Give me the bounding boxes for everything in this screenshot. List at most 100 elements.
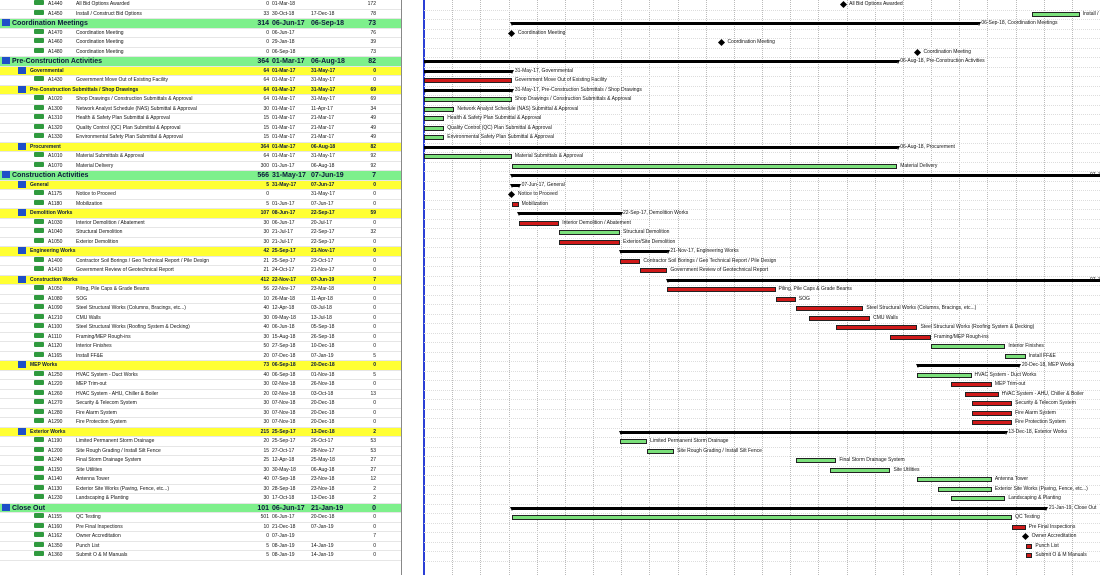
- activity-row[interactable]: A1010 Material Submittals & Approval 64 01-…: [0, 152, 401, 162]
- activity-row[interactable]: A1200 Site Rough Grading / Install Silt F…: [0, 446, 401, 456]
- activity-bar[interactable]: [1005, 353, 1026, 359]
- activity-row[interactable]: A1450 Install / Construct Bid Options 33 30…: [0, 9, 401, 19]
- activity-row[interactable]: A1480 Coordination Meeting 0 06-Sep-18 73: [0, 47, 401, 57]
- summary-bar[interactable]: [511, 506, 1046, 510]
- activity-row[interactable]: A1400 Contractor Soil Borings / Geo Techn…: [0, 256, 401, 266]
- activity-row[interactable]: A1240 Final Storm Drainage System 25 12-Apr…: [0, 456, 401, 466]
- activity-bar[interactable]: [620, 439, 648, 444]
- activity-bar[interactable]: [917, 477, 992, 482]
- activity-row[interactable]: A1320 Quality Control (QC) Plan Submittal…: [0, 123, 401, 133]
- activity-row[interactable]: A1440 All Bid Options Awarded 0 01-Mar-18 17…: [0, 0, 401, 10]
- activity-bar[interactable]: [424, 106, 455, 112]
- activity-row[interactable]: A1070 Material Delivery 300 01-Jun-17 06-Aug…: [0, 161, 401, 171]
- critical-activity-bar[interactable]: [518, 220, 560, 226]
- activity-row[interactable]: A1050 Exterior Demolition 30 21-Jul-17 22-Se…: [0, 237, 401, 247]
- activity-row[interactable]: A1210 CMU Walls 30 09-May-18 13-Jul-18 0: [0, 313, 401, 323]
- wbs-row[interactable]: Close Out 101 06-Jun-17 21-Jan-19 0: [0, 503, 401, 513]
- activity-row[interactable]: A1160 Pre Final Inspections 10 21-Dec-18 07-…: [0, 522, 401, 532]
- activity-bar[interactable]: [931, 344, 1006, 349]
- activity-row[interactable]: A1330 Environmental Safety Plan Submittal…: [0, 133, 401, 143]
- critical-activity-bar[interactable]: [951, 382, 992, 387]
- critical-activity-bar[interactable]: [1012, 524, 1026, 530]
- activity-bar[interactable]: [647, 448, 675, 454]
- activity-row[interactable]: A1410 Government Review of Geotechnical R…: [0, 266, 401, 276]
- critical-activity-bar[interactable]: [971, 401, 1013, 406]
- critical-activity-bar[interactable]: [1025, 543, 1033, 549]
- summary-bar[interactable]: [424, 69, 512, 73]
- critical-activity-bar[interactable]: [620, 258, 641, 264]
- wbs-row[interactable]: Pre-Construction Activities 364 01-Mar-17 0…: [0, 57, 401, 67]
- critical-activity-bar[interactable]: [964, 391, 999, 397]
- milestone-diamond[interactable]: [1022, 533, 1030, 541]
- activity-bar[interactable]: [951, 496, 1006, 501]
- activity-row[interactable]: A1180 Mobilization 5 01-Jun-17 07-Jun-17 0: [0, 199, 401, 209]
- critical-activity-bar[interactable]: [667, 287, 776, 292]
- activity-row[interactable]: A1110 Framing/MEP Rough-ins 30 15-Aug-18 26-…: [0, 332, 401, 342]
- activity-row[interactable]: A1155 QC Testing 501 06-Jun-17 20-Dec-18 0: [0, 513, 401, 523]
- activity-row[interactable]: A1290 Fire Protection System 30 07-Nov-18 20…: [0, 418, 401, 428]
- activity-row[interactable]: A1300 Network Analyst Schedule (NAS) Subm…: [0, 104, 401, 114]
- summary-bar[interactable]: [511, 183, 519, 187]
- wbs-row[interactable]: Construction Works 412 22-Nov-17 07-Jun-19 7: [0, 275, 401, 285]
- activity-row[interactable]: A1030 Interior Demolition / Abatement 30 06…: [0, 218, 401, 228]
- activity-row[interactable]: A1350 Punch List 5 08-Jan-19 14-Jan-19 0: [0, 541, 401, 551]
- summary-bar[interactable]: [511, 174, 1100, 177]
- wbs-row[interactable]: MEP Works 73 06-Sep-18 20-Dec-18 0: [0, 361, 401, 371]
- activity-row[interactable]: A1470 Coordination Meeting 0 06-Jun-17 76: [0, 28, 401, 38]
- gantt-chart[interactable]: All Bid Options Awarded Install / Constru…: [424, 0, 1100, 575]
- critical-activity-bar[interactable]: [424, 78, 512, 83]
- activity-row[interactable]: A1460 Coordination Meeting 0 29-Jan-18 39: [0, 38, 401, 48]
- critical-activity-bar[interactable]: [971, 420, 1013, 425]
- activity-row[interactable]: A1080 SOG 10 26-Mar-18 11-Apr-18 0: [0, 294, 401, 304]
- critical-activity-bar[interactable]: [511, 201, 519, 207]
- activity-bar[interactable]: [511, 163, 898, 169]
- activity-bar[interactable]: [424, 125, 445, 131]
- activity-row[interactable]: A1230 Landscaping & Planting 30 17-Oct-18 13…: [0, 494, 401, 504]
- critical-activity-bar[interactable]: [559, 239, 621, 245]
- activity-bar[interactable]: [917, 372, 972, 378]
- critical-activity-bar[interactable]: [775, 296, 796, 302]
- summary-bar[interactable]: [620, 250, 668, 253]
- critical-activity-bar[interactable]: [795, 306, 864, 311]
- critical-activity-bar[interactable]: [971, 410, 1013, 416]
- activity-bar[interactable]: [424, 154, 512, 159]
- wbs-row[interactable]: Demolition Works 107 08-Jun-17 22-Sep-17 59: [0, 209, 401, 219]
- critical-activity-bar[interactable]: [890, 334, 931, 340]
- activity-bar[interactable]: [511, 515, 1013, 520]
- activity-row[interactable]: A1020 Shop Drawings / Construction Submit…: [0, 95, 401, 105]
- summary-bar[interactable]: [424, 88, 512, 92]
- wbs-row[interactable]: Procurement 364 01-Mar-17 06-Aug-18 82: [0, 142, 401, 152]
- activity-row[interactable]: A1310 Health & Safety Plan Submittal & Ap…: [0, 114, 401, 124]
- milestone-diamond[interactable]: [913, 48, 922, 56]
- critical-activity-bar[interactable]: [1025, 553, 1033, 558]
- wbs-row[interactable]: General 5 31-May-17 07-Jun-17 0: [0, 180, 401, 190]
- activity-bar[interactable]: [424, 97, 512, 102]
- wbs-row[interactable]: Exterior Works 215 25-Sep-17 13-Dec-18 2: [0, 427, 401, 437]
- wbs-row[interactable]: Construction Activities 566 31-May-17 07-Ju…: [0, 171, 401, 181]
- activity-row[interactable]: A1090 Steel Structural Works (Columns, Br…: [0, 304, 401, 314]
- activity-row[interactable]: A1120 Interior Finishes 50 27-Sep-18 10-Dec-…: [0, 342, 401, 352]
- activity-row[interactable]: A1280 Fire Alarm System 30 07-Nov-18 20-Dec-…: [0, 408, 401, 418]
- activity-row[interactable]: A1175 Notice to Proceed 0 31-May-17 0: [0, 190, 401, 200]
- activity-row[interactable]: A1162 Owner Accreditation 0 07-Jan-19 7: [0, 532, 401, 542]
- activity-row[interactable]: A1165 Install FF&E 20 07-Dec-18 07-Jan-19 5: [0, 351, 401, 361]
- activity-row[interactable]: A1360 Submit O & M Manuals 5 08-Jan-19 14-Ja…: [0, 551, 401, 561]
- activity-bar[interactable]: [1032, 11, 1080, 17]
- activity-row[interactable]: A1220 MEP Trim-out 30 02-Nov-18 26-Nov-18 0: [0, 380, 401, 390]
- wbs-row[interactable]: Pre-Construction Submittals / Shop Drawi…: [0, 85, 401, 95]
- milestone-diamond[interactable]: [717, 39, 725, 47]
- critical-activity-bar[interactable]: [640, 268, 668, 273]
- activity-bar[interactable]: [424, 135, 445, 140]
- milestone-diamond[interactable]: [508, 29, 516, 37]
- summary-bar[interactable]: [424, 145, 898, 149]
- summary-bar[interactable]: [518, 212, 621, 215]
- wbs-row[interactable]: Engineering Works 42 25-Sep-17 21-Nov-17 0: [0, 247, 401, 257]
- activity-bar[interactable]: [829, 467, 891, 473]
- activity-row[interactable]: A1140 Antenna Tower 40 07-Sep-18 23-Nov-18 12: [0, 475, 401, 485]
- activity-row[interactable]: A1190 Limited Permanent Storm Drainage 20 2…: [0, 437, 401, 447]
- critical-activity-bar[interactable]: [809, 315, 871, 321]
- activity-bar[interactable]: [559, 230, 621, 235]
- wbs-row[interactable]: Governmental 64 01-Mar-17 31-May-17 0: [0, 66, 401, 76]
- summary-bar[interactable]: [511, 22, 979, 25]
- activity-row[interactable]: A1100 Steel Structural Works (Roofing Sys…: [0, 323, 401, 333]
